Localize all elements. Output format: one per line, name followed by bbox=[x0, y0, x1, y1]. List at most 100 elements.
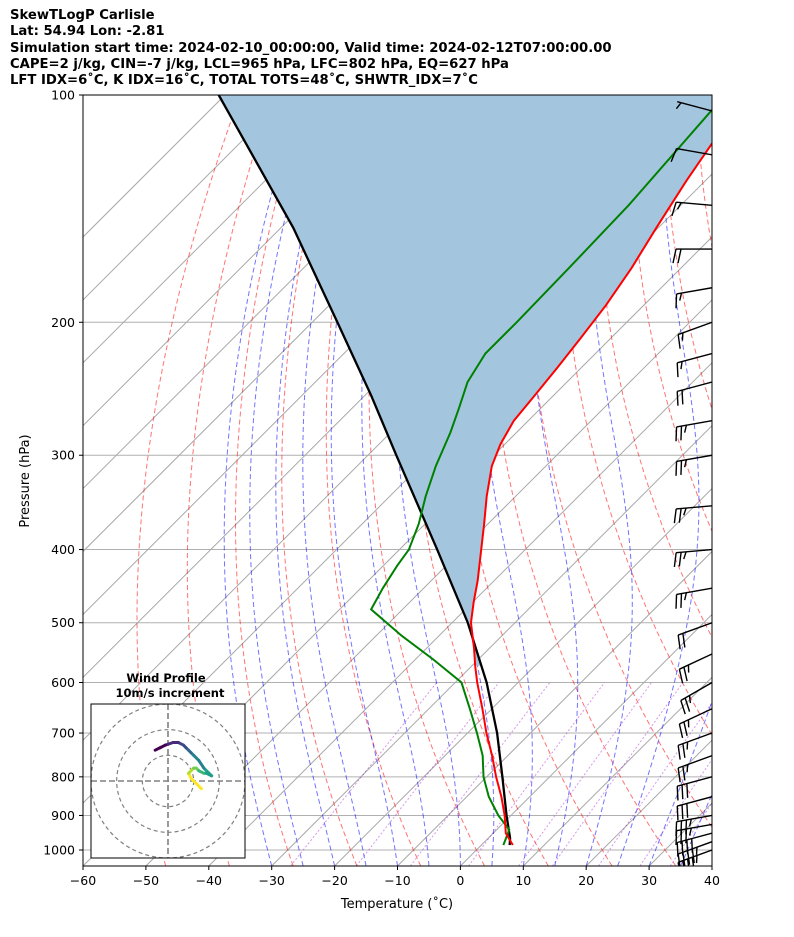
wind-barb bbox=[672, 248, 712, 264]
isotherm-line bbox=[83, 95, 226, 238]
y-tick-label: 100 bbox=[51, 88, 75, 103]
mixing-ratio-line bbox=[518, 682, 653, 866]
x-tick-label: 0 bbox=[456, 873, 464, 888]
wind-barb bbox=[671, 201, 712, 217]
isotherm-line bbox=[83, 95, 289, 301]
moist-adiabat bbox=[617, 95, 700, 866]
chart-title: SkewTLogP Carlisle bbox=[10, 8, 155, 23]
wind-barb bbox=[676, 776, 712, 801]
wind-barb bbox=[675, 814, 712, 837]
wind-barb bbox=[676, 796, 712, 821]
x-tick-label: −30 bbox=[259, 873, 285, 888]
wind-barb bbox=[677, 321, 712, 349]
wind-barb bbox=[673, 505, 712, 524]
hodograph-segment bbox=[197, 758, 206, 770]
hodograph-plot bbox=[91, 704, 245, 858]
x-axis-label: Temperature (˚C) bbox=[340, 896, 453, 912]
dry-adiabat bbox=[281, 95, 358, 866]
y-tick-label: 900 bbox=[51, 808, 75, 823]
dry-adiabat bbox=[729, 95, 794, 866]
wind-barb bbox=[675, 454, 712, 476]
dry-adiabat bbox=[762, 95, 794, 866]
y-tick-label: 700 bbox=[51, 726, 75, 741]
isotherm-line bbox=[145, 299, 712, 866]
wind-barb bbox=[670, 147, 712, 163]
isotherm-line bbox=[397, 550, 712, 866]
moist-adiabat bbox=[680, 793, 712, 866]
indices-text-1: CAPE=2 j/kg, CIN=-7 j/kg, LCL=965 hPa, L… bbox=[10, 56, 509, 72]
dry-adiabat bbox=[561, 95, 712, 736]
hodograph-inset: Wind Profile 10m/s increment bbox=[90, 671, 246, 859]
moist-adiabat bbox=[711, 864, 712, 866]
wind-barb bbox=[680, 681, 712, 715]
hodograph-subtitle: 10m/s increment bbox=[116, 686, 225, 700]
isotherm-line bbox=[711, 865, 712, 866]
y-tick-label: 200 bbox=[51, 315, 75, 330]
x-tick-label: 20 bbox=[578, 873, 594, 888]
wind-barb bbox=[675, 287, 712, 309]
indices-text-2: LFT IDX=6˚C, K IDX=16˚C, TOTAL TOTS=48˚C… bbox=[10, 73, 478, 89]
parcel-profile-line bbox=[217, 95, 512, 846]
dewpoint-line bbox=[369, 108, 712, 846]
wind-barb bbox=[675, 587, 712, 609]
y-tick-label: 600 bbox=[51, 675, 75, 690]
isotherm-line bbox=[83, 95, 415, 427]
x-tick-label: 10 bbox=[515, 873, 531, 888]
isotherm-grid bbox=[83, 95, 712, 866]
y-axis-label: Pressure (hPa) bbox=[18, 434, 33, 527]
wind-barb bbox=[677, 755, 712, 783]
x-tick-label: −50 bbox=[133, 873, 159, 888]
moist-adiabat bbox=[249, 95, 319, 866]
y-tick-label: 800 bbox=[51, 769, 75, 784]
wind-barb bbox=[677, 732, 712, 760]
cape-shading bbox=[218, 95, 712, 666]
hodograph-frame bbox=[90, 703, 246, 859]
wind-barb bbox=[676, 832, 712, 857]
wind-barb bbox=[677, 622, 712, 650]
plot-area bbox=[83, 95, 794, 866]
dry-adiabat bbox=[368, 95, 485, 866]
isotherm-line bbox=[83, 95, 352, 364]
moist-adiabat bbox=[223, 95, 302, 866]
wind-barb bbox=[673, 548, 712, 567]
mixing-ratio-line bbox=[290, 682, 438, 866]
dry-adiabat bbox=[695, 95, 712, 250]
dry-adiabat bbox=[235, 95, 306, 866]
x-tick-label: −20 bbox=[321, 873, 347, 888]
wind-barbs bbox=[670, 101, 712, 866]
dry-adiabat bbox=[325, 95, 422, 866]
x-tick-label: −10 bbox=[384, 873, 410, 888]
dry-adiabat bbox=[525, 95, 712, 829]
moist-adiabat bbox=[361, 95, 430, 866]
x-tick-label: 30 bbox=[641, 873, 657, 888]
moist-adiabat bbox=[526, 95, 579, 866]
y-tick-label: 400 bbox=[51, 542, 75, 557]
wind-barb bbox=[676, 352, 712, 378]
time-text: Simulation start time: 2024-02-10_00:00:… bbox=[10, 40, 612, 56]
y-tick-label: 300 bbox=[51, 448, 75, 463]
hodograph-segment bbox=[153, 746, 162, 752]
dry-adiabat bbox=[663, 95, 712, 411]
hodograph-title: Wind Profile bbox=[126, 671, 206, 685]
isotherm-line bbox=[271, 424, 712, 866]
dry-adiabat bbox=[596, 95, 712, 639]
moist-adiabat bbox=[330, 95, 398, 866]
dry-adiabat bbox=[186, 95, 274, 866]
y-axis-ticks: 100 200 300 400 500 600 700 800 900 1000 bbox=[43, 88, 83, 858]
x-tick-label: −60 bbox=[70, 873, 96, 888]
isotherm-line bbox=[460, 613, 712, 866]
moist-adiabat bbox=[302, 95, 367, 866]
moist-adiabat bbox=[275, 95, 338, 866]
mixing-ratio-line bbox=[551, 682, 684, 866]
isotherm-line bbox=[334, 487, 712, 866]
moist-adiabat bbox=[648, 700, 712, 866]
mixing-ratio-line bbox=[409, 682, 551, 866]
wind-barb bbox=[678, 708, 712, 739]
wind-barb bbox=[676, 381, 712, 406]
wind-barb bbox=[678, 653, 712, 684]
location-text: Lat: 54.94 Lon: -2.81 bbox=[10, 24, 165, 40]
chart-header: SkewTLogP Carlisle Lat: 54.94 Lon: -2.81… bbox=[10, 8, 612, 89]
x-tick-label: −40 bbox=[196, 873, 222, 888]
mixing-ratio-line bbox=[639, 758, 712, 866]
